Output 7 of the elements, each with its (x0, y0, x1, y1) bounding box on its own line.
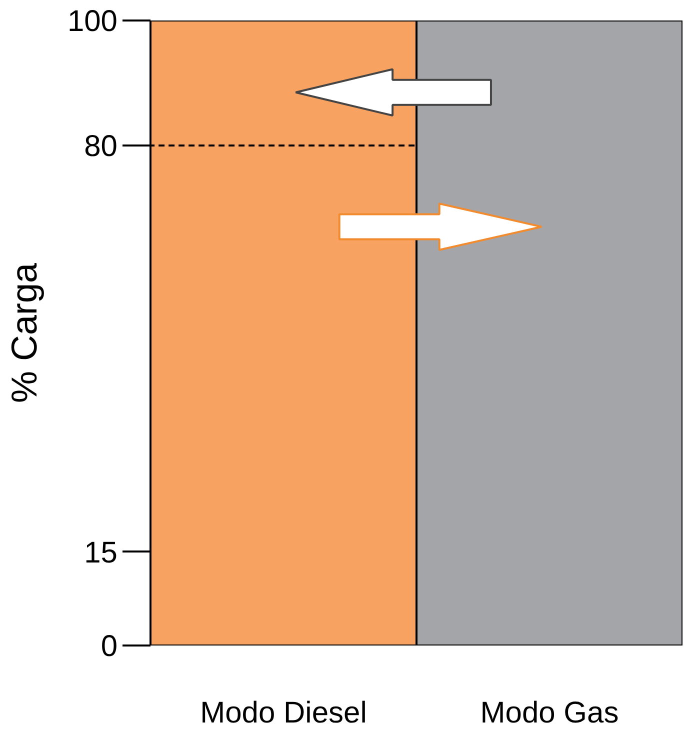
y-tick-label: 0 (100, 630, 118, 663)
y-tick-label: 100 (67, 5, 118, 38)
x-tick-label: Modo Gas (480, 696, 619, 730)
x-tick-label: Modo Diesel (200, 696, 367, 730)
y-tick-label: 80 (84, 130, 118, 163)
y-tick-label: 15 (84, 536, 118, 570)
y-axis-title: % Carga (3, 262, 44, 404)
